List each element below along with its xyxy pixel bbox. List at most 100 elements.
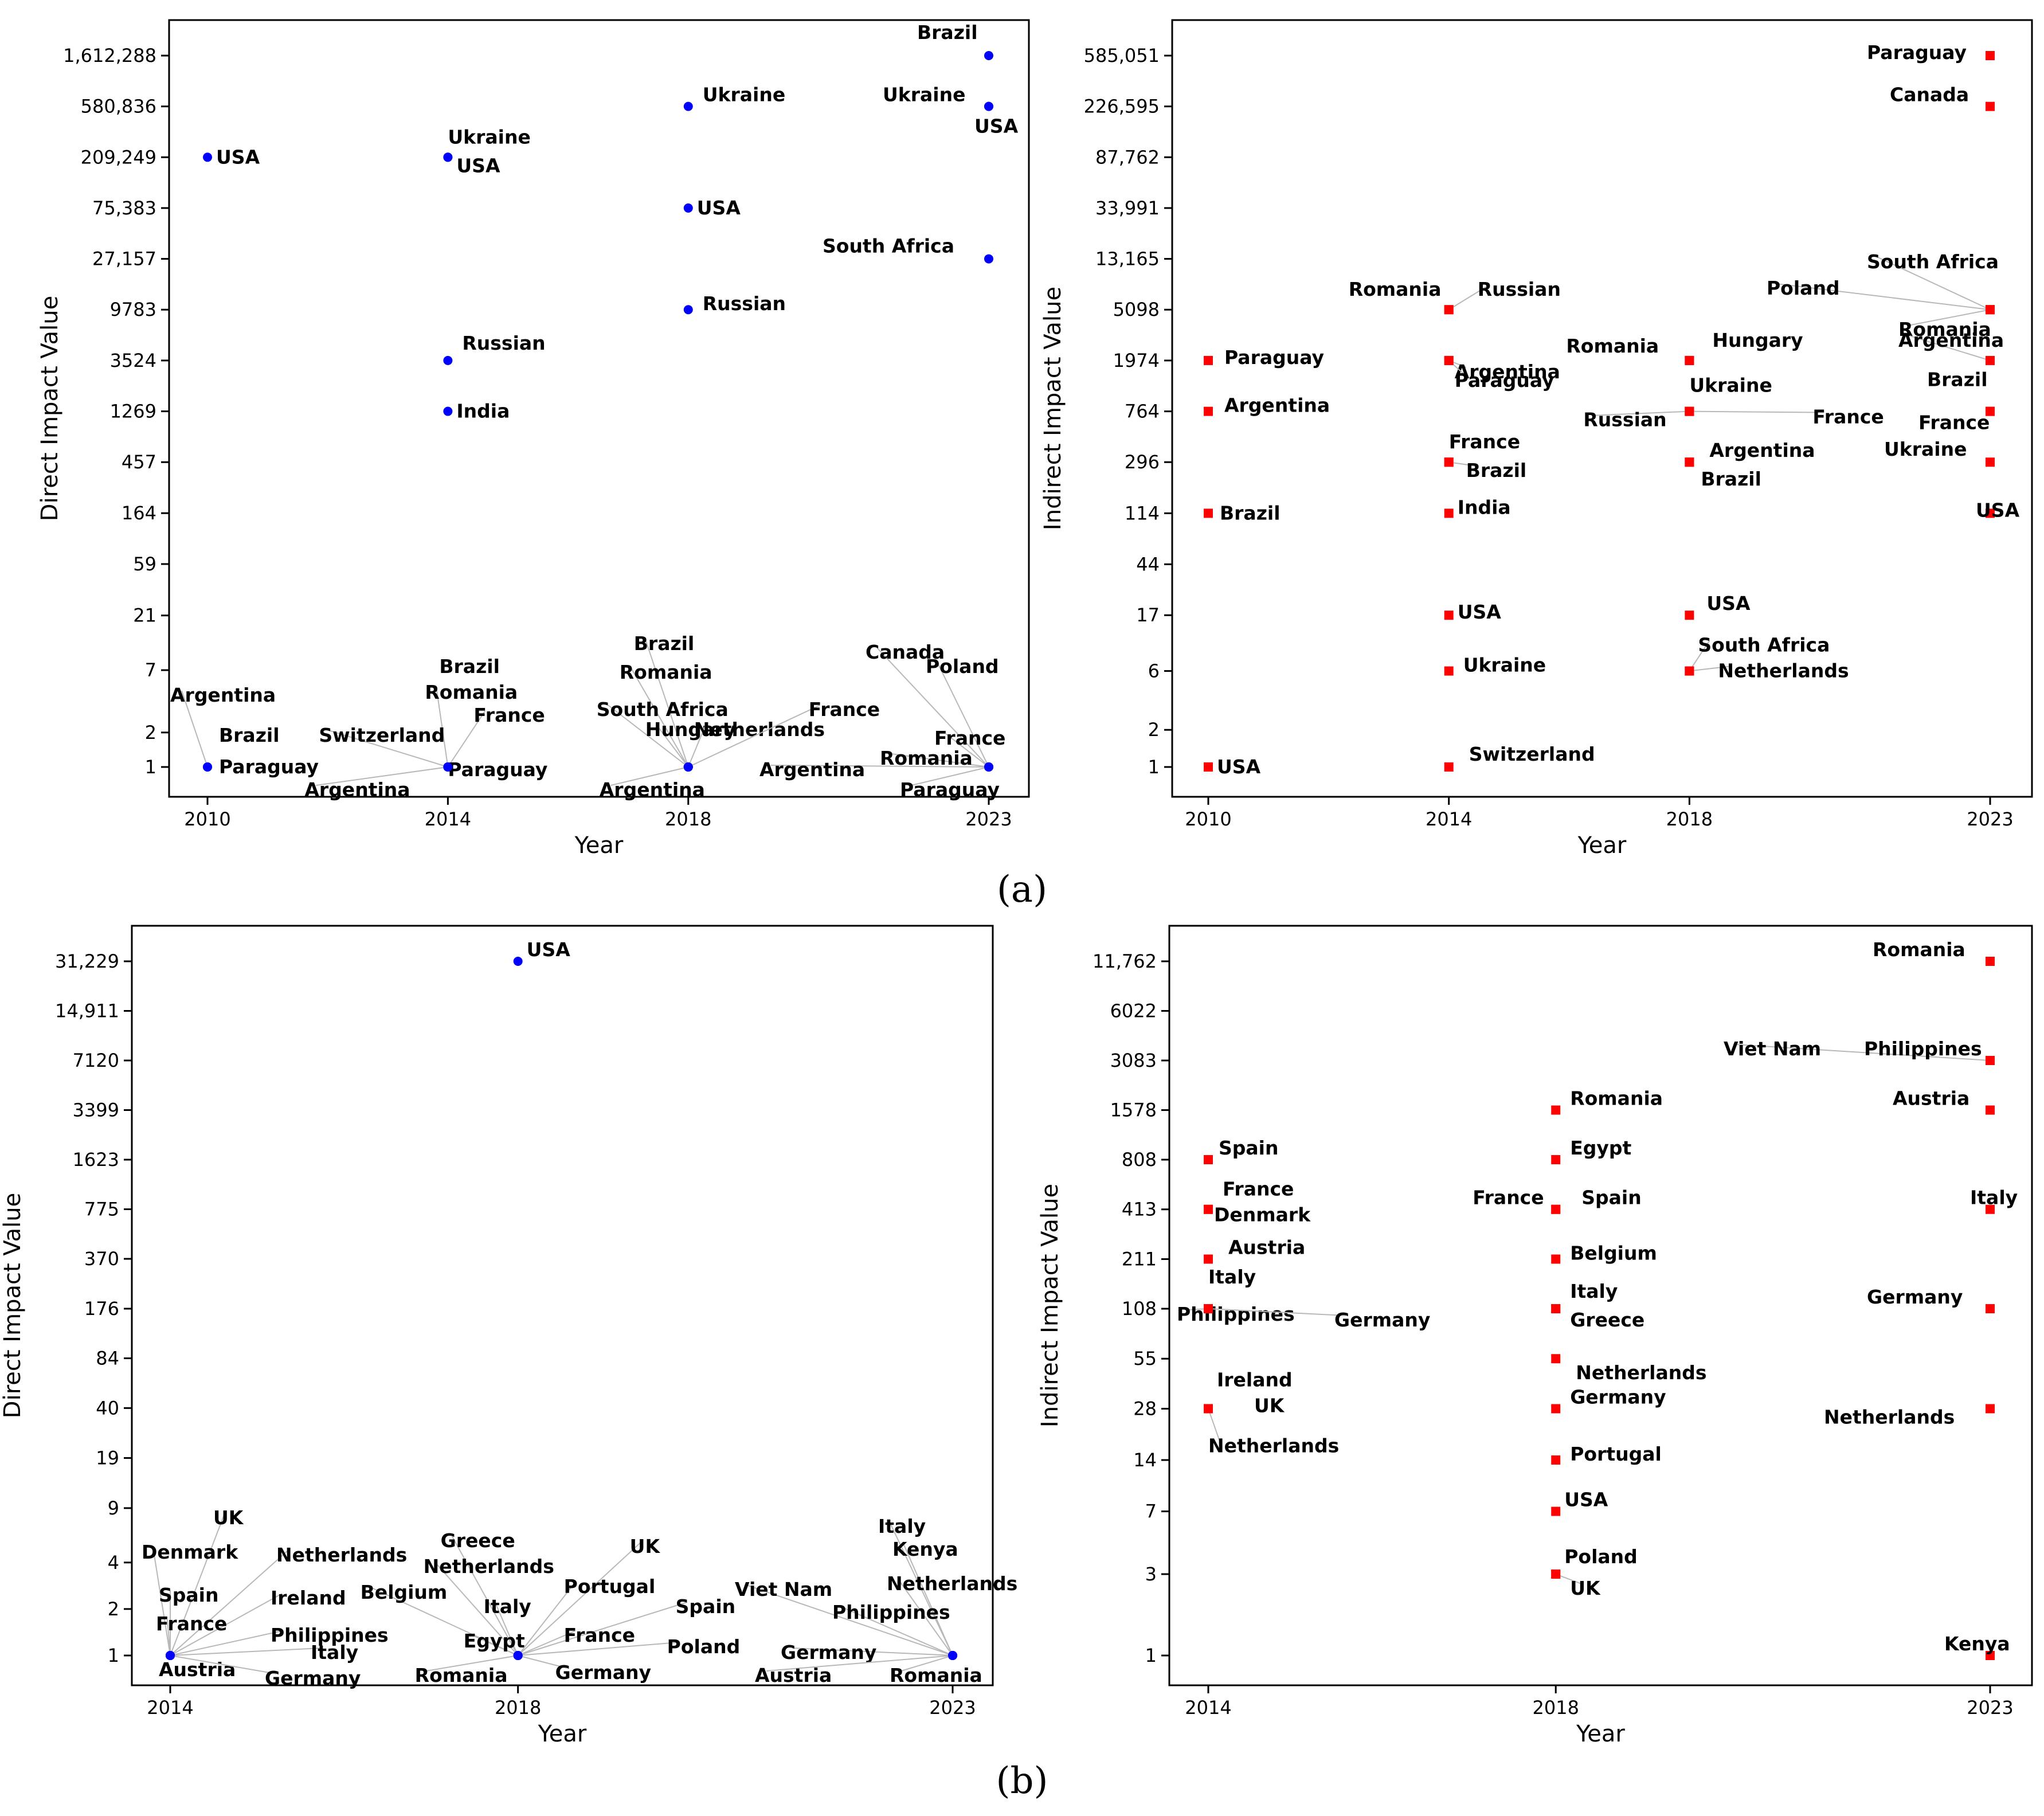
leader-line [475, 1636, 519, 1656]
point-label: Brazil [1220, 502, 1281, 524]
chart-b-direct: 1 2 4 9 19 40 84 176 370 775 1623 3399 7120 14,911 31,… [0, 925, 1017, 1747]
point-label: UK [1254, 1394, 1285, 1416]
point-label: South Africa [597, 698, 729, 721]
y-tick-label: 31,229 [55, 950, 119, 972]
leader-line [687, 725, 706, 768]
leader-line [518, 1630, 576, 1656]
y-tick-label: 585,051 [1084, 45, 1160, 66]
y-axis-label: Direct Impact Value [37, 296, 63, 521]
point-label: Canada [1890, 84, 1969, 106]
leader-line [1689, 410, 1824, 413]
leader-line [1448, 284, 1490, 311]
data-point [1444, 666, 1454, 676]
leader-line [945, 733, 989, 768]
y-tick-label: 84 [96, 1348, 119, 1369]
leader-line [688, 705, 821, 768]
x-axis-label: Year [1577, 832, 1627, 859]
point-label: Russian [462, 332, 545, 354]
point-label: Argentina [1455, 361, 1560, 383]
leader-line [494, 1602, 519, 1656]
point-label: Russian [1478, 278, 1561, 300]
point-label: UK [1570, 1577, 1601, 1599]
point-label: Italy [311, 1641, 358, 1664]
data-point [1204, 1204, 1213, 1214]
point-label: France [1812, 406, 1884, 428]
data-point [1986, 51, 1995, 60]
x-tick-label: 2010 [184, 808, 230, 830]
data-point [513, 957, 523, 966]
point-label: Ukraine [883, 84, 965, 106]
y-tick-label: 1 [1145, 1645, 1157, 1666]
y-tick-label: 108 [1122, 1298, 1157, 1320]
point-label: Spain [676, 1595, 735, 1618]
data-point [1444, 508, 1454, 518]
point-label: Romania [620, 661, 712, 683]
data-point [1204, 1254, 1213, 1264]
leader-line [770, 765, 989, 768]
point-label: Germany [1570, 1386, 1666, 1408]
plot-frame [1171, 19, 2033, 798]
y-tick-label: 14 [1133, 1449, 1157, 1471]
leader-line [766, 1655, 953, 1672]
point-label: Austria [1228, 1236, 1305, 1259]
y-tick-label: 87,762 [1095, 146, 1160, 168]
data-point [203, 762, 212, 772]
chart-a-indirect: 1 2 6 17 44 114 296 764 1974 5098 13,165 33,991 87,7… [1040, 19, 2033, 859]
point-label: Italy [484, 1595, 531, 1618]
data-point [984, 51, 993, 60]
data-point [1444, 457, 1454, 467]
point-label: Greece [441, 1529, 515, 1552]
leader-line [170, 1593, 283, 1656]
data-point [443, 152, 453, 162]
y-tick-label: 114 [1125, 502, 1160, 524]
y-tick-label: 1623 [73, 1149, 119, 1171]
point-label: Netherlands [694, 718, 825, 741]
y-tick-label: 3 [1145, 1563, 1157, 1585]
data-point [1685, 457, 1694, 467]
data-point [443, 355, 453, 365]
point-label: Viet Nam [1724, 1038, 1821, 1060]
point-label: South Africa [1867, 251, 1999, 273]
leader-line [1909, 309, 1991, 326]
leader-line [152, 1547, 171, 1656]
x-tick-label: 2014 [425, 808, 471, 830]
data-point [1551, 1304, 1561, 1314]
y-tick-label: 764 [1125, 401, 1160, 422]
leader-line [434, 1561, 519, 1656]
leader-line [170, 1630, 283, 1656]
point-label: USA [456, 154, 500, 177]
data-point [203, 152, 212, 162]
y-tick-label: 6022 [1110, 1000, 1157, 1022]
leader-line [656, 725, 689, 768]
point-label: Kenya [1944, 1633, 2010, 1655]
y-tick-label: 2 [145, 722, 156, 743]
x-tick-label: 2010 [1185, 808, 1231, 830]
point-label: Argentina [1898, 329, 2004, 351]
point-label: Russian [1583, 409, 1666, 431]
point-label: Germany [1867, 1286, 1963, 1308]
y-tick-label: 1,612,288 [63, 45, 156, 66]
y-tick-label: 1269 [110, 401, 156, 422]
data-point [683, 101, 693, 111]
data-point [1444, 610, 1454, 620]
point-label: Ukraine [1463, 654, 1546, 676]
x-tick-label: 2014 [1426, 808, 1472, 830]
point-label: Viet Nam [735, 1578, 832, 1600]
point-label: Egypt [464, 1630, 525, 1652]
point-label: France [1449, 430, 1520, 453]
leader-line [436, 687, 449, 768]
leader-line [889, 1521, 953, 1656]
leader-line [170, 1647, 323, 1656]
point-label: Argentina [170, 684, 276, 706]
y-axis-label: Indirect Impact Value [1040, 287, 1066, 530]
y-tick-label: 211 [1122, 1248, 1157, 1270]
y-tick-label: 59 [133, 553, 156, 575]
point-label: Poland [1564, 1545, 1638, 1568]
data-point [1986, 101, 1995, 111]
y-tick-label: 1 [108, 1645, 119, 1666]
y-tick-label: 3524 [110, 350, 156, 371]
y-tick-label: 44 [1136, 553, 1160, 575]
leader-line [1909, 335, 1991, 361]
leader-line [170, 1550, 288, 1656]
data-point [1986, 508, 1995, 518]
